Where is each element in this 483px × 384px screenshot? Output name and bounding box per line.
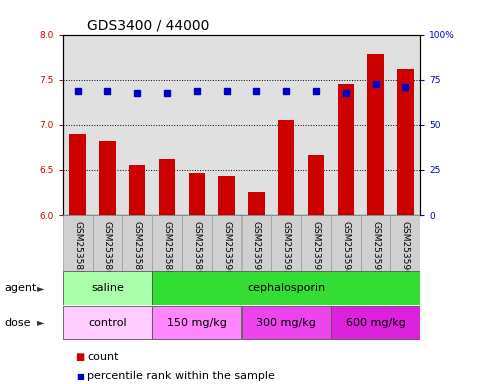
Text: GDS3400 / 44000: GDS3400 / 44000	[87, 19, 209, 33]
Bar	[63, 271, 152, 305]
Bar	[390, 215, 420, 271]
Bar	[63, 306, 152, 339]
Text: GSM253594: GSM253594	[341, 220, 350, 275]
Bar	[122, 215, 152, 271]
Text: control: control	[88, 318, 127, 328]
Text: agent: agent	[5, 283, 37, 293]
Bar	[129, 166, 145, 215]
Bar	[152, 306, 242, 339]
Text: 300 mg/kg: 300 mg/kg	[256, 318, 316, 328]
Text: ■: ■	[75, 352, 85, 362]
Text: GSM253595: GSM253595	[371, 220, 380, 275]
Bar	[278, 120, 294, 215]
Text: ►: ►	[37, 283, 45, 293]
Text: GSM253589: GSM253589	[192, 220, 201, 275]
Bar	[271, 215, 301, 271]
Bar	[301, 215, 331, 271]
Bar	[242, 306, 331, 339]
Text: GSM253592: GSM253592	[282, 220, 291, 275]
Text: count: count	[87, 352, 118, 362]
Bar	[189, 173, 205, 215]
Text: percentile rank within the sample: percentile rank within the sample	[87, 371, 275, 381]
Text: 150 mg/kg: 150 mg/kg	[167, 318, 227, 328]
Bar	[159, 159, 175, 215]
Bar	[331, 215, 361, 271]
Text: GSM253586: GSM253586	[103, 220, 112, 275]
Bar	[63, 215, 93, 271]
Bar	[308, 155, 324, 215]
Text: cephalosporin: cephalosporin	[247, 283, 326, 293]
Text: 600 mg/kg: 600 mg/kg	[346, 318, 405, 328]
Text: dose: dose	[5, 318, 31, 328]
Text: ■: ■	[76, 372, 84, 381]
Bar	[70, 134, 86, 215]
Bar	[368, 55, 384, 215]
Bar	[248, 192, 265, 215]
Bar	[212, 215, 242, 271]
Text: saline: saline	[91, 283, 124, 293]
Bar	[93, 215, 122, 271]
Text: ►: ►	[37, 318, 45, 328]
Bar	[242, 215, 271, 271]
Bar	[338, 84, 354, 215]
Text: GSM253596: GSM253596	[401, 220, 410, 275]
Text: GSM253591: GSM253591	[252, 220, 261, 275]
Text: GSM253585: GSM253585	[73, 220, 82, 275]
Bar	[152, 215, 182, 271]
Text: GSM253590: GSM253590	[222, 220, 231, 275]
Bar	[331, 306, 420, 339]
Text: GSM253587: GSM253587	[133, 220, 142, 275]
Bar	[152, 271, 420, 305]
Bar	[218, 176, 235, 215]
Bar	[99, 141, 115, 215]
Bar	[182, 215, 212, 271]
Text: GSM253588: GSM253588	[163, 220, 171, 275]
Bar	[397, 69, 413, 215]
Text: GSM253593: GSM253593	[312, 220, 320, 275]
Bar	[361, 215, 390, 271]
